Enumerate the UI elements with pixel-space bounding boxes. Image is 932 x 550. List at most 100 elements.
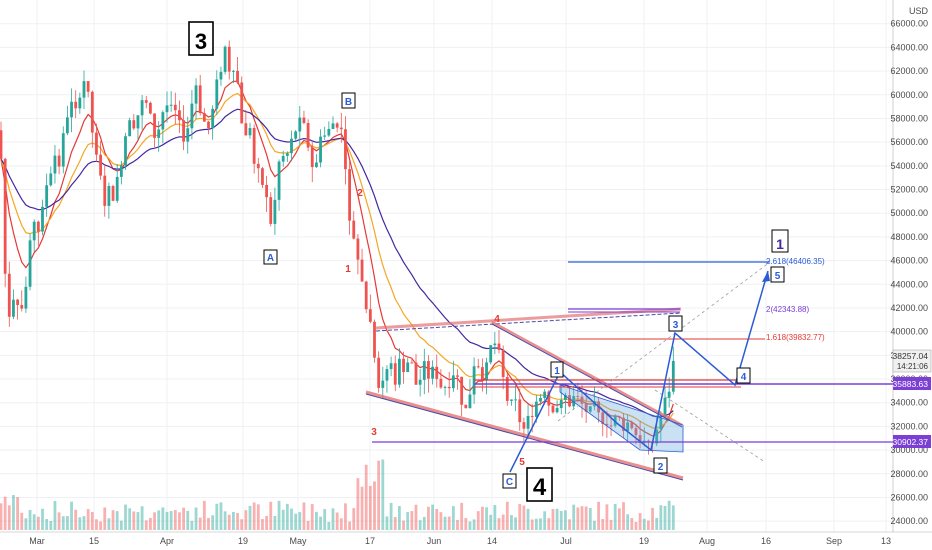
candle-body	[90, 91, 94, 133]
volume-bar	[493, 505, 497, 530]
candle-body	[28, 240, 32, 287]
volume-bar	[617, 508, 621, 530]
volume-bar	[57, 512, 61, 530]
candle-body	[240, 82, 244, 124]
price-tick-label: 50000.00	[890, 208, 928, 218]
price-tick-label: 62000.00	[890, 66, 928, 76]
volume-bar	[244, 510, 248, 530]
price-tick-label: 44000.00	[890, 279, 928, 289]
candle-body	[572, 396, 576, 407]
candle-body	[70, 101, 73, 118]
candle-body	[456, 375, 459, 377]
volume-bar	[86, 509, 90, 530]
volume-bar	[539, 518, 542, 530]
volume-bar	[45, 519, 49, 530]
candle-body	[568, 395, 571, 407]
time-tick-label: 16	[761, 536, 771, 546]
candle-body	[186, 128, 190, 142]
volume-bar	[194, 507, 198, 530]
wave-label-big-4-box	[526, 467, 553, 502]
volume-bar	[543, 511, 547, 530]
price-tick-label: 56000.00	[890, 137, 928, 147]
candle-body	[211, 108, 215, 129]
volume-bar	[659, 505, 663, 530]
volume-bar	[634, 521, 638, 530]
volume-bar	[252, 502, 256, 530]
volume-bar	[95, 519, 98, 530]
candle-body	[489, 345, 493, 363]
volume-bar	[451, 506, 455, 530]
candle-body	[144, 100, 148, 103]
volume-bar	[211, 515, 215, 530]
volume-bar	[526, 508, 530, 530]
volume-bar	[601, 519, 605, 530]
volume-bar	[0, 503, 3, 530]
candle-body	[269, 197, 273, 224]
volume-bar	[219, 502, 223, 530]
price-tick-label: 26000.00	[890, 492, 928, 502]
candle-body	[439, 378, 443, 388]
candle-body	[140, 100, 144, 116]
volume-bar	[319, 516, 322, 530]
candle-body	[522, 422, 526, 429]
volume-bar	[360, 486, 364, 530]
candle-body	[485, 362, 488, 381]
wave-label-4-box	[736, 367, 751, 384]
volume-bar	[464, 517, 468, 530]
wave-label-c: C	[506, 477, 513, 488]
volume-bar	[281, 509, 285, 530]
candle-body	[178, 110, 181, 121]
volume-bar	[671, 505, 675, 530]
projection-dashed-up	[557, 261, 771, 422]
volume-bar	[642, 518, 646, 530]
time-tick-label: 14	[487, 536, 497, 546]
volume-bar	[622, 502, 625, 530]
volume-bar	[273, 515, 277, 530]
volume-bar	[588, 507, 592, 530]
volume-bar	[613, 504, 617, 530]
candle-body	[443, 386, 447, 388]
time-tick-label: Aug	[699, 536, 715, 546]
volume-bar	[609, 519, 613, 530]
volume-bar	[414, 504, 418, 530]
volume-bar	[647, 520, 650, 530]
wave-label-2-box	[653, 457, 668, 474]
volume-bar	[481, 506, 484, 530]
volume-bar	[638, 513, 642, 530]
volume-bar	[41, 508, 44, 530]
volume-bar	[348, 521, 351, 530]
drawings	[365, 261, 893, 481]
volume-bar	[651, 507, 654, 530]
volume-bar	[3, 496, 7, 530]
candle-body	[663, 397, 667, 418]
volume-bar	[564, 510, 567, 530]
volume-bar	[443, 516, 447, 530]
volume-bar	[169, 511, 173, 530]
volume-bar	[335, 512, 339, 530]
volume-bar	[393, 517, 397, 530]
volume-bar	[12, 495, 15, 530]
volume-bar	[427, 506, 430, 530]
wave-label-5: 5	[775, 271, 781, 282]
volume-bar	[103, 507, 107, 530]
time-axis[interactable]: Mar 15 Apr 19 May 17 Jun 14 Jul 19 Aug 16 Sep 13	[0, 531, 932, 546]
volume-bar	[28, 509, 32, 530]
candle-body	[659, 417, 663, 430]
volume-bar	[389, 502, 393, 530]
candle-body	[294, 131, 298, 139]
candle-body	[377, 357, 381, 388]
candle-body	[398, 358, 401, 385]
volume-bar	[327, 521, 331, 530]
volume-bar	[232, 511, 235, 530]
volume-bar	[667, 500, 671, 530]
candle-body	[281, 155, 285, 162]
volume-bar	[61, 516, 65, 530]
fib-2618-label: 2.618(46406.35)	[766, 257, 825, 266]
price-tick-label: 54000.00	[890, 161, 928, 171]
wave-label-1: 1	[554, 366, 560, 377]
candle-body	[385, 369, 389, 381]
candle-body	[435, 366, 439, 379]
candle-body	[501, 349, 505, 378]
volume-bar	[107, 518, 111, 530]
